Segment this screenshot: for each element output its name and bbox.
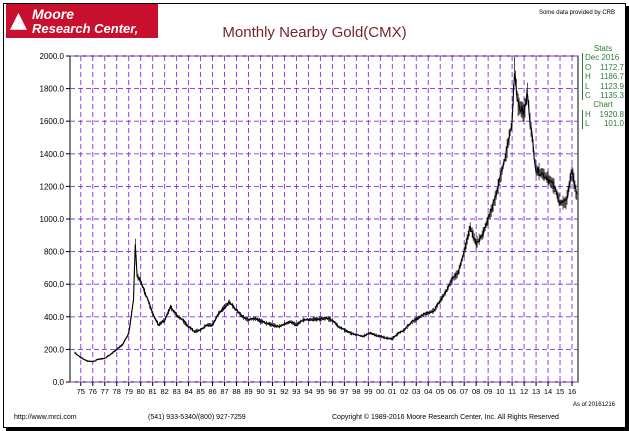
as-of-date: As of 20161216 bbox=[572, 402, 615, 408]
logo-emblem-icon: ▲ bbox=[10, 8, 27, 33]
y-tick-label: 800.0 bbox=[44, 248, 65, 257]
x-tick-label: 16 bbox=[568, 387, 576, 396]
x-tick-label: 04 bbox=[424, 387, 432, 396]
stat-h: H 1186.7 bbox=[582, 72, 624, 82]
x-tick-label: 79 bbox=[125, 387, 133, 396]
x-tick-label: 15 bbox=[556, 387, 564, 396]
x-tick-label: 09 bbox=[484, 387, 492, 396]
x-tick-label: 89 bbox=[244, 387, 252, 396]
stat-l: L 1123.9 bbox=[582, 81, 624, 92]
chart-stats-heading: Chart bbox=[593, 100, 613, 110]
x-tick-label: 91 bbox=[268, 387, 276, 396]
x-tick-label: 76 bbox=[89, 387, 97, 396]
x-tick-label: 07 bbox=[460, 387, 468, 396]
gold-price-line bbox=[74, 73, 578, 363]
chart-stat-h: H 1920.8 bbox=[582, 109, 624, 120]
y-tick-label: 400.0 bbox=[44, 313, 65, 322]
x-tick-label: 94 bbox=[304, 387, 312, 396]
chart-stat-l: L 101.0 bbox=[582, 119, 624, 129]
y-tick-label: 200.0 bbox=[44, 345, 65, 354]
x-tick-label: 96 bbox=[328, 387, 336, 396]
x-tick-label: 14 bbox=[544, 387, 552, 396]
y-tick-label: 600.0 bbox=[44, 280, 65, 289]
x-tick-label: 78 bbox=[113, 387, 121, 396]
x-tick-label: 95 bbox=[316, 387, 324, 396]
x-tick-label: 81 bbox=[148, 387, 156, 396]
x-tick-label: 84 bbox=[184, 387, 192, 396]
footer-copyright: Copyright © 1989-2016 Moore Research Cen… bbox=[332, 414, 559, 421]
x-tick-label: 02 bbox=[400, 387, 408, 396]
x-tick-label: 87 bbox=[220, 387, 228, 396]
x-tick-label: 00 bbox=[376, 387, 384, 396]
chart-title: Monthly Nearby Gold(CMX) bbox=[222, 24, 407, 41]
y-tick-label: 0.0 bbox=[53, 378, 65, 387]
footer-phone: (541) 933-5340/(800) 927-7259 bbox=[148, 414, 246, 421]
data-source-note: Some data provided by CRB bbox=[538, 10, 615, 16]
y-tick-label: 1000.0 bbox=[40, 215, 65, 224]
x-tick-label: 88 bbox=[232, 387, 240, 396]
y-tick-label: 1200.0 bbox=[40, 182, 65, 191]
y-tick-label: 1600.0 bbox=[40, 117, 65, 126]
x-tick-label: 12 bbox=[520, 387, 528, 396]
x-tick-label: 13 bbox=[532, 387, 540, 396]
x-tick-label: 97 bbox=[340, 387, 348, 396]
x-tick-label: 06 bbox=[448, 387, 456, 396]
x-tick-label: 93 bbox=[292, 387, 300, 396]
x-tick-label: 98 bbox=[352, 387, 360, 396]
y-tick-label: 1800.0 bbox=[40, 85, 65, 94]
x-tick-label: 10 bbox=[496, 387, 504, 396]
x-tick-label: 80 bbox=[137, 387, 145, 396]
moore-research-logo: ▲ Moore Research Center, Inc. bbox=[6, 4, 158, 51]
x-tick-label: 86 bbox=[208, 387, 216, 396]
x-tick-label: 92 bbox=[280, 387, 288, 396]
x-tick-label: 75 bbox=[77, 387, 85, 396]
x-tick-label: 01 bbox=[388, 387, 396, 396]
stat-c: C 1135.3 bbox=[582, 91, 624, 101]
x-tick-label: 11 bbox=[508, 387, 516, 396]
stats-panel: Stats Dec 2016 O 1172.7 H 1186.7 L 1123.9 C 113… bbox=[582, 44, 624, 129]
footer-url[interactable]: http://www.mrci.com bbox=[14, 414, 77, 421]
x-tick-label: 03 bbox=[412, 387, 420, 396]
stats-heading: Stats bbox=[593, 44, 613, 53]
x-tick-label: 90 bbox=[256, 387, 264, 396]
x-tick-label: 99 bbox=[364, 387, 372, 396]
x-tick-label: 82 bbox=[160, 387, 168, 396]
stat-o: O 1172.7 bbox=[582, 62, 624, 73]
x-tick-label: 77 bbox=[101, 387, 109, 396]
x-tick-label: 08 bbox=[472, 387, 480, 396]
x-tick-label: 85 bbox=[196, 387, 204, 396]
x-tick-label: 05 bbox=[436, 387, 444, 396]
logo-line-2: Research Center, Inc. bbox=[32, 21, 139, 51]
x-tick-label: 83 bbox=[172, 387, 180, 396]
y-tick-label: 1400.0 bbox=[40, 150, 65, 159]
stats-period: Dec 2016 bbox=[582, 53, 624, 63]
logo-line-1: Moore bbox=[32, 6, 74, 22]
y-tick-label: 2000.0 bbox=[40, 52, 65, 61]
